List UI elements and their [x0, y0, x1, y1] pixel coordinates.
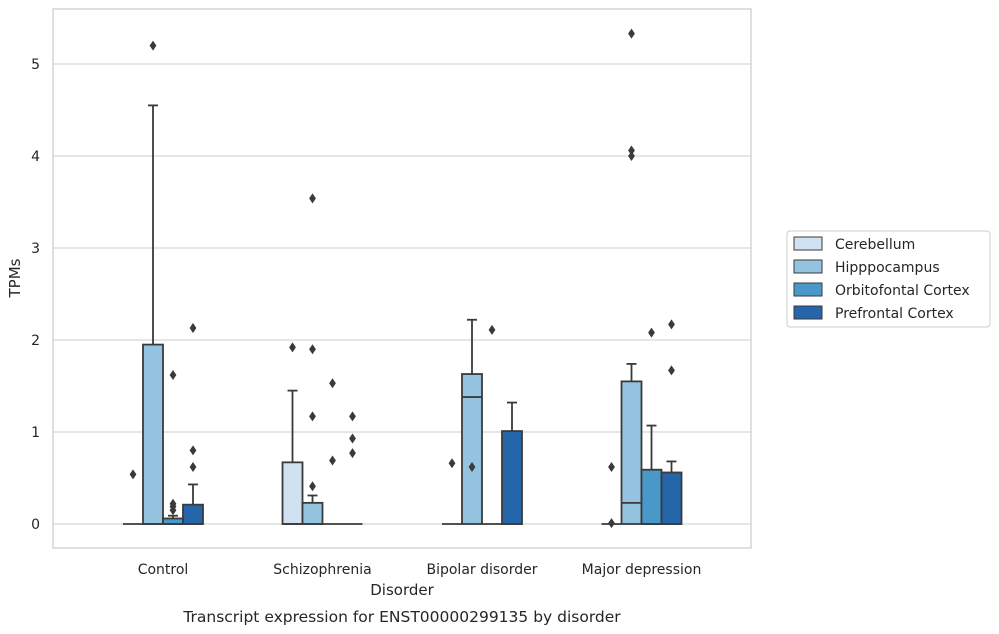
y-axis-label: TPMs	[6, 258, 24, 298]
y-tick-label: 5	[31, 57, 40, 73]
legend: Cerebellum Hipppocampus Orbitofontal Corte…	[786, 230, 991, 328]
outlier-point	[448, 458, 456, 469]
box-body	[281, 461, 304, 525]
outlier-point	[129, 469, 137, 480]
x-tick-label: Schizophrenia	[273, 562, 371, 578]
box-prefrontal-cortex	[501, 401, 523, 525]
outlier-point	[628, 145, 635, 156]
x-tick-labels: Control Schizophrenia Bipolar disorder Majo…	[138, 562, 702, 578]
outlier-point	[468, 461, 476, 472]
outlier-point	[488, 324, 496, 335]
box-body	[461, 373, 483, 525]
box-hipppocampus	[301, 193, 324, 525]
y-tick-label: 4	[31, 149, 40, 165]
box-prefrontal-cortex	[660, 319, 683, 525]
outlier-point	[628, 151, 635, 161]
y-tick-label: 3	[31, 241, 40, 257]
box-hipppocampus	[461, 318, 483, 525]
figure-caption: Transcript expression for ENST0000029913…	[182, 608, 621, 626]
legend-swatch	[793, 282, 823, 297]
box-hipppocampus	[142, 40, 164, 525]
box-cerebellum	[601, 461, 622, 529]
outlier-point	[309, 193, 316, 204]
box-orbitofontal-cortex	[322, 378, 343, 525]
outlier-point	[608, 461, 615, 472]
outlier-point	[349, 433, 356, 444]
box-prefrontal-cortex	[182, 323, 204, 525]
outlier-point	[189, 323, 197, 334]
outlier-point	[608, 518, 615, 529]
legend-swatch	[793, 305, 823, 320]
outlier-point	[309, 481, 316, 492]
box-orbitofontal-cortex	[162, 369, 184, 525]
legend-label: Hipppocampus	[835, 260, 940, 276]
outlier-point	[349, 411, 356, 422]
box-body	[501, 430, 523, 525]
box-body	[142, 343, 164, 525]
outlier-point	[628, 28, 635, 39]
box-cerebellum	[281, 342, 304, 525]
outlier-point	[189, 445, 197, 456]
legend-label: Prefrontal Cortex	[835, 306, 954, 322]
box-cerebellum	[123, 469, 143, 525]
box-orbitofontal-cortex	[482, 324, 502, 525]
outlier-point	[349, 448, 356, 459]
outlier-point	[648, 327, 655, 338]
box-body	[660, 471, 683, 525]
box-body	[620, 380, 643, 525]
legend-label: Orbitofontal Cortex	[835, 283, 970, 299]
box-body	[640, 468, 663, 525]
outlier-point	[668, 319, 675, 330]
outlier-point	[309, 411, 316, 422]
box-body	[301, 501, 324, 525]
y-tick-label: 2	[31, 333, 40, 349]
box-series-group	[123, 28, 683, 529]
legend-label: Cerebellum	[835, 237, 915, 253]
plot-frame	[52, 8, 752, 549]
box-body	[182, 503, 204, 525]
outlier-point	[169, 505, 177, 516]
outlier-point	[289, 342, 296, 353]
outlier-point	[189, 461, 197, 472]
x-tick-label: Bipolar disorder	[426, 562, 537, 578]
outlier-point	[329, 378, 336, 389]
box-prefrontal-cortex	[342, 411, 363, 525]
y-tick-label: 0	[31, 517, 40, 533]
x-tick-label: Major depression	[582, 562, 702, 578]
x-axis-label: Disorder	[370, 581, 434, 599]
y-tick-labels: 0 1 2 3 4 5	[31, 57, 40, 533]
y-tick-label: 1	[31, 425, 40, 441]
outlier-point	[169, 369, 177, 380]
outlier-point	[668, 365, 675, 376]
box-cerebellum	[442, 458, 462, 525]
outlier-point	[329, 455, 336, 466]
outlier-point	[309, 344, 316, 355]
legend-swatch	[793, 259, 823, 274]
legend-frame	[786, 230, 991, 328]
box-hipppocampus	[620, 28, 643, 525]
x-tick-label: Control	[138, 562, 189, 578]
outlier-point	[149, 40, 157, 51]
legend-swatch	[793, 236, 823, 251]
